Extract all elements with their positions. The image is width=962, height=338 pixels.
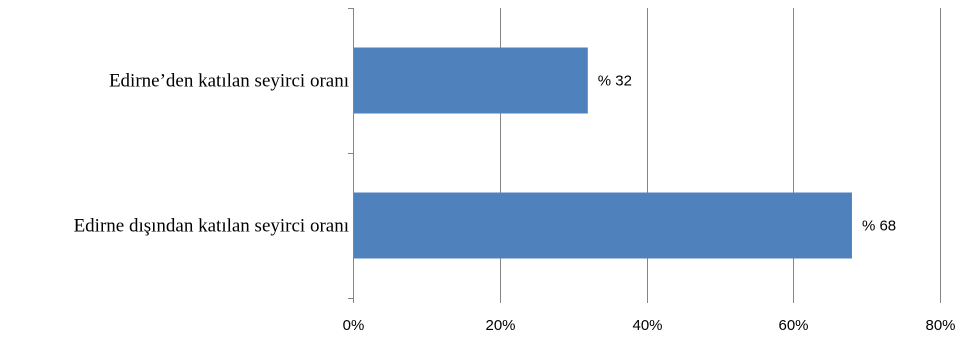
bar	[354, 192, 852, 259]
x-tick-label: 40%	[632, 317, 662, 334]
x-tick-label: 60%	[778, 317, 808, 334]
category-axis: Edirne’den katılan seyirci oranı Edirne d…	[74, 8, 354, 299]
value-axis: 0% 20% 40% 60% 80%	[343, 317, 956, 334]
data-label: % 68	[862, 218, 896, 235]
category-label: Edirne’den katılan seyirci oranı	[109, 71, 349, 92]
bars: % 32 % 68	[354, 47, 896, 259]
bar	[354, 47, 588, 114]
data-label: % 32	[598, 73, 632, 90]
x-tick-label: 20%	[485, 317, 515, 334]
x-tick-label: 0%	[343, 317, 365, 334]
category-label: Edirne dışından katılan seyirci oranı	[74, 216, 349, 237]
x-tick-label: 80%	[925, 317, 955, 334]
